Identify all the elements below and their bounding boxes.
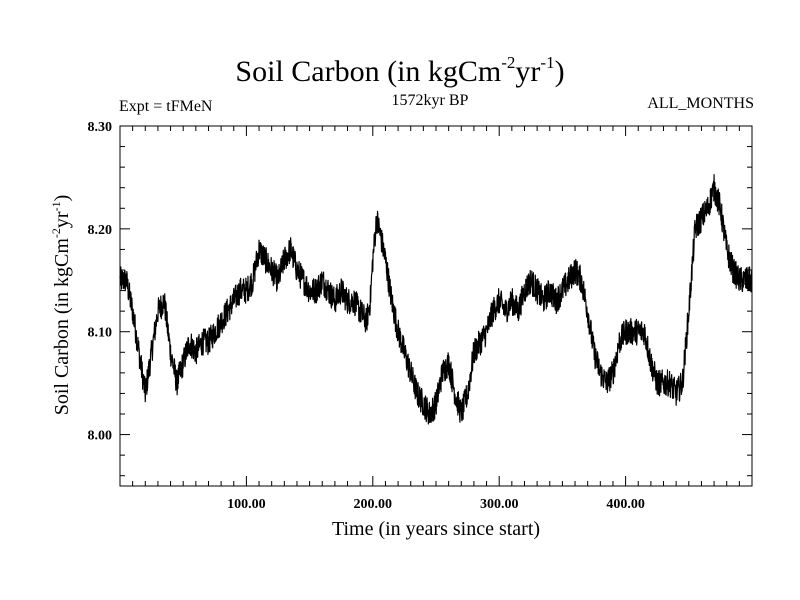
x-axis-label: Time (in years since start)	[331, 518, 541, 540]
y-tick-label: 8.00	[88, 429, 113, 444]
ylabel-superscript-2: -1	[49, 201, 63, 212]
y-axis-label: Soil Carbon (in kgCm-2yr-1)	[49, 194, 73, 416]
y-tick-label: 8.10	[88, 326, 113, 341]
tick-labels: 100.00 200.00 300.00 400.00 8.00 8.10 8.20 8.30	[88, 120, 645, 512]
y-tick-label: 8.30	[88, 120, 113, 135]
x-tick-label: 300.00	[480, 497, 519, 512]
ylabel-superscript-1: -2	[49, 228, 63, 239]
experiment-label: Expt = tFMeN	[119, 98, 213, 115]
x-tick-label: 100.00	[227, 497, 266, 512]
months-label: ALL_MONTHS	[647, 95, 754, 112]
period-label: 1572kyr BP	[391, 92, 469, 109]
y-tick-label: 8.20	[88, 223, 113, 238]
title-superscript-2: -1	[540, 53, 555, 72]
soil-carbon-series-line	[119, 174, 753, 425]
x-tick-label: 400.00	[606, 497, 645, 512]
x-tick-label: 200.00	[354, 497, 393, 512]
plot-frame	[119, 125, 753, 487]
title-superscript-1: -2	[501, 53, 516, 72]
chart-title: Soil Carbon (in kgCm-2yr-1)	[235, 53, 565, 88]
axis-ticks	[120, 126, 752, 486]
